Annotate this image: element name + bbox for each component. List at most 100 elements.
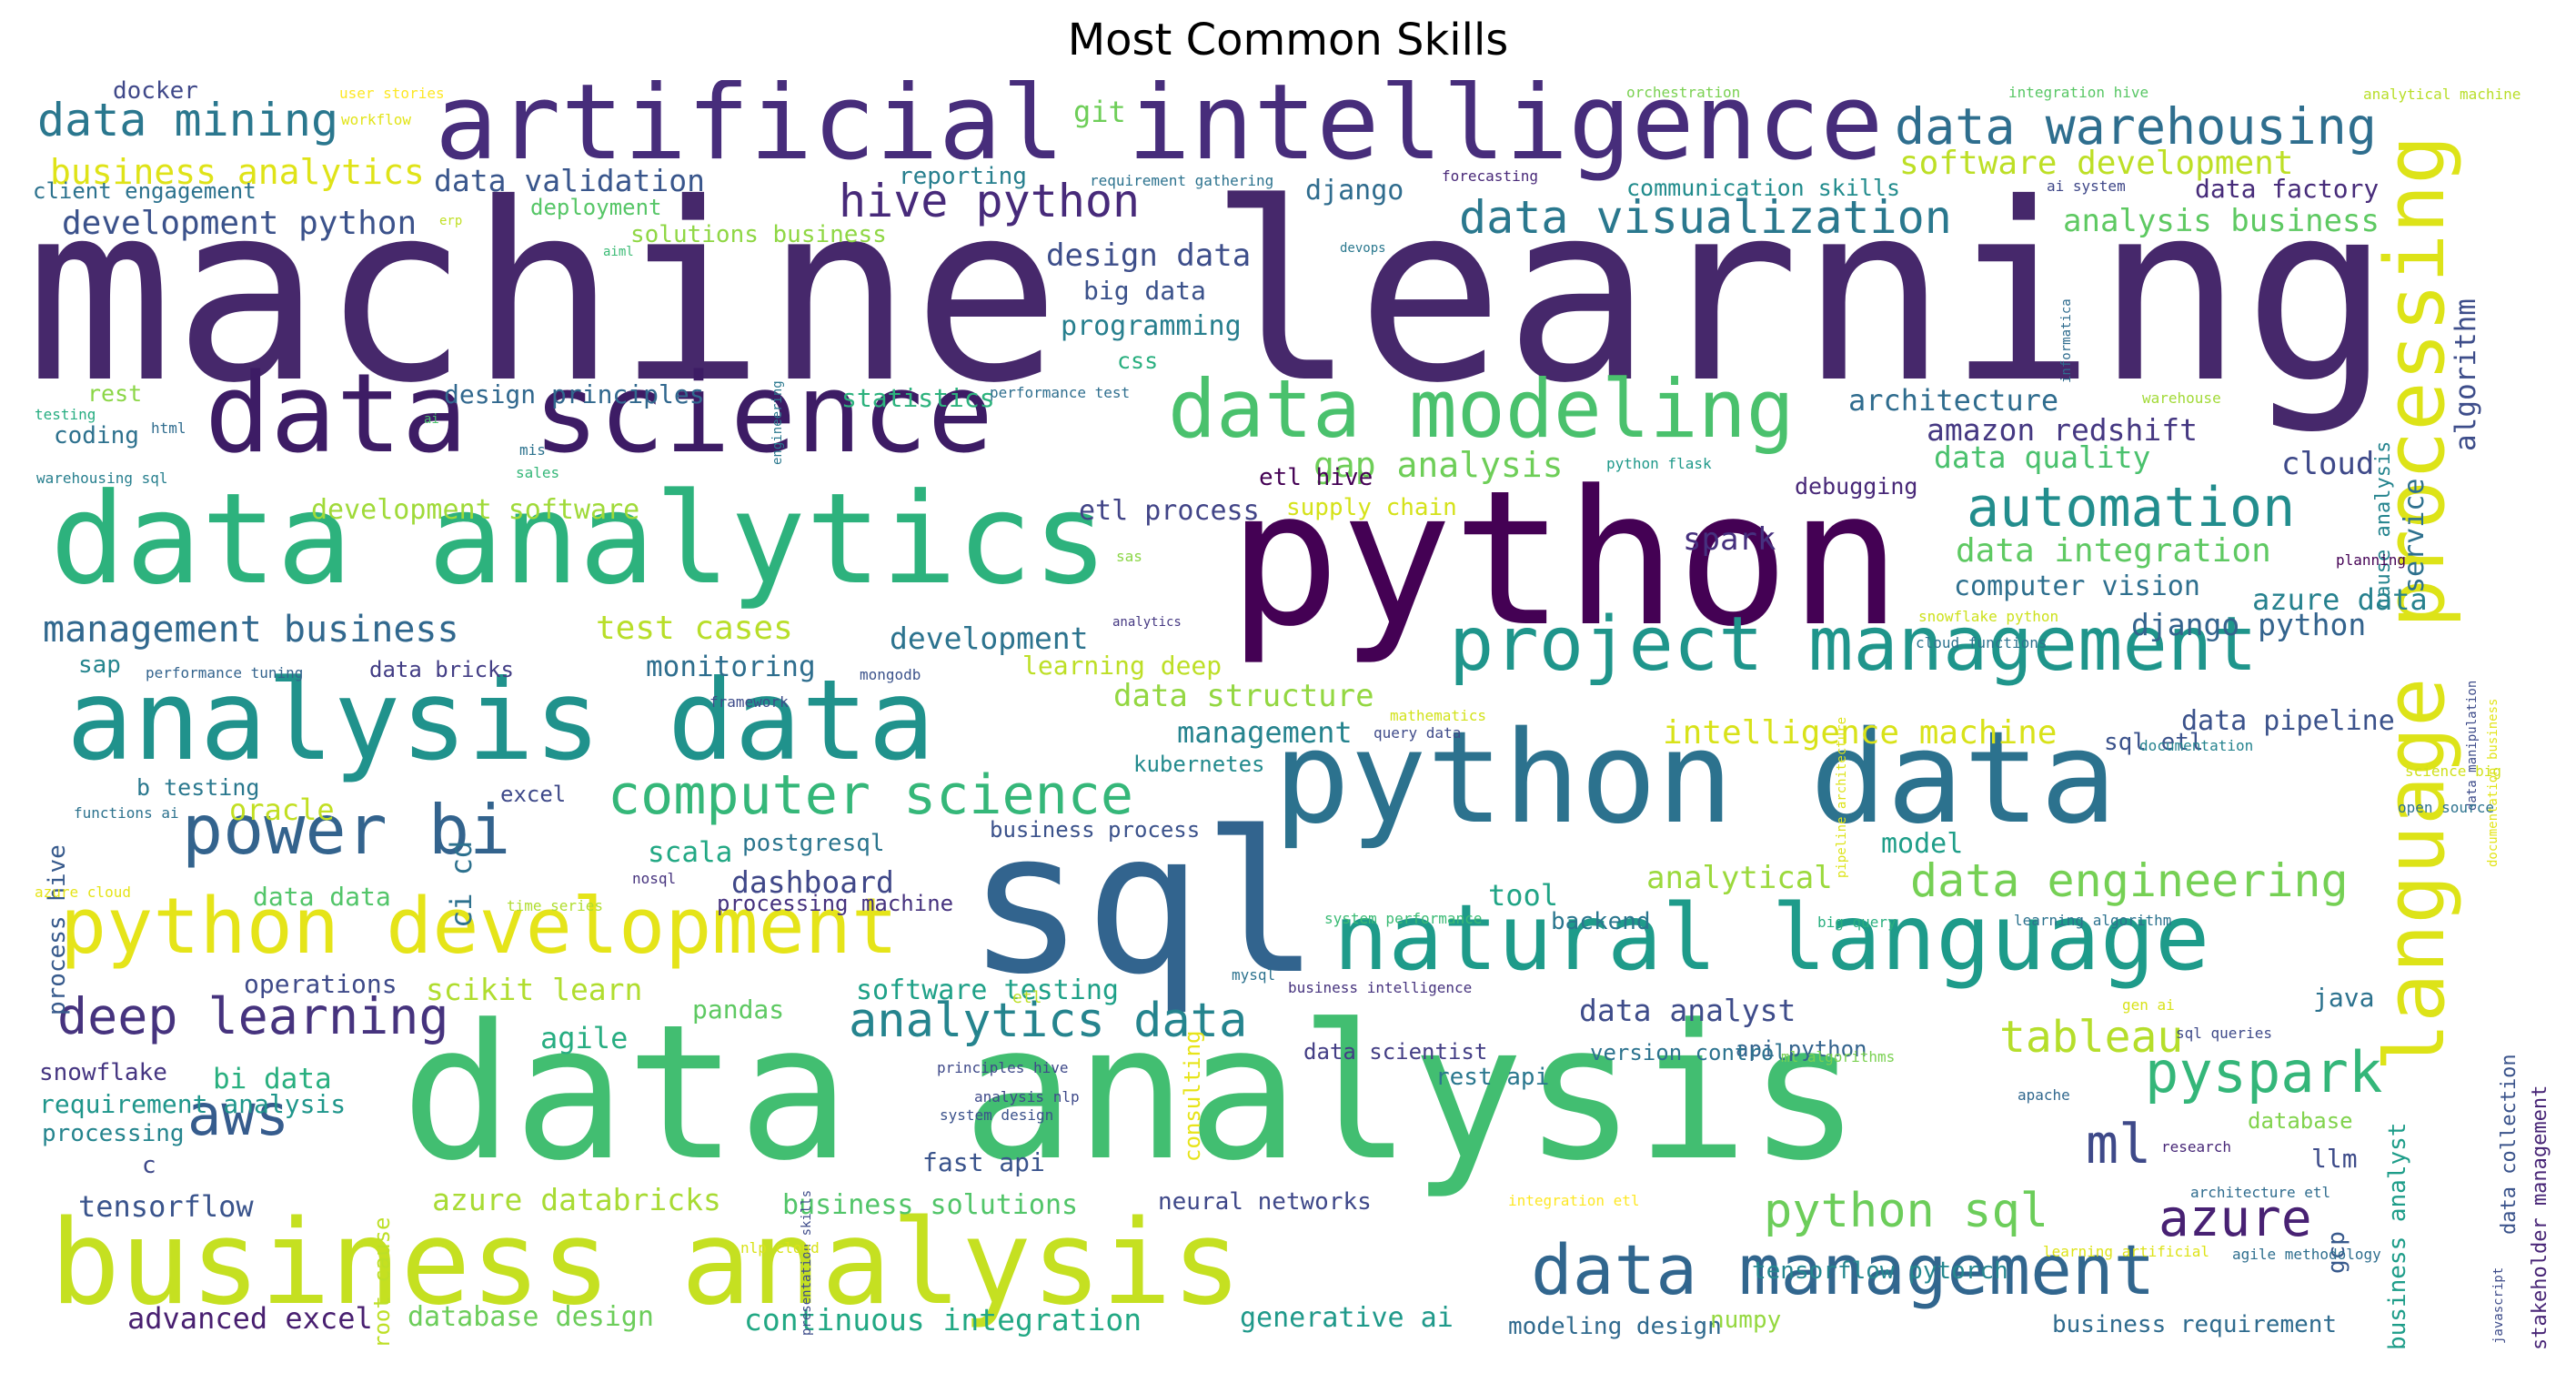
word-agile-methodology: agile methodology (2232, 1246, 2381, 1263)
word-snowflake-python: snowflake python (1918, 608, 2059, 625)
word-data-data: data data (253, 882, 391, 912)
word-data-science: data science (205, 351, 993, 478)
word-cloud: cloud (2281, 446, 2375, 482)
word-intelligence-machine: intelligence machine (1663, 714, 2058, 752)
word-llm: llm (2311, 1144, 2358, 1174)
word-dashboard: dashboard (731, 864, 894, 900)
word-root-cause: root cause (369, 1217, 395, 1349)
word-process-hive: process hive (44, 843, 71, 1015)
word-python-development: python development (60, 882, 899, 972)
word-documentation: documentation (2139, 737, 2254, 754)
word-framework: framework (709, 693, 789, 711)
word-git: git (1073, 95, 1126, 129)
word-time-series: time series (507, 897, 603, 914)
word-python-data: python data (1273, 704, 2118, 853)
word-data-warehousing: data warehousing (1895, 97, 2377, 156)
word-data-analyst: data analyst (1579, 993, 1796, 1028)
word-software-development: software development (1899, 145, 2294, 182)
word-performance-tuning: performance tuning (146, 664, 304, 681)
word-mongodb: mongodb (860, 666, 921, 683)
word-research: research (2161, 1138, 2232, 1156)
word-architecture-etl: architecture etl (2190, 1184, 2331, 1201)
word-bi-data: bi data (213, 1063, 332, 1095)
word-processing: processing (42, 1120, 185, 1147)
word-development: development (890, 621, 1089, 656)
word-django-python: django python (2131, 607, 2367, 642)
word-software-testing: software testing (856, 974, 1119, 1006)
word-oracle: oracle (229, 793, 335, 827)
word-python-sql: python sql (1764, 1184, 2049, 1238)
word-computer-vision: computer vision (1954, 570, 2200, 602)
word-programming: programming (1061, 310, 1242, 342)
word-azure-cloud: azure cloud (35, 883, 131, 901)
word-mis: mis (519, 441, 546, 459)
word-data-bricks: data bricks (369, 657, 514, 682)
word-presentation-skills: presentation skills (800, 1189, 814, 1337)
word-open-source: open source (2398, 799, 2494, 816)
word-gen-ai: gen ai (2122, 996, 2175, 1014)
word-requirement-analysis: requirement analysis (39, 1089, 347, 1119)
word-warehousing-sql: warehousing sql (36, 469, 168, 487)
word-continuous-integration: continuous integration (744, 1302, 1142, 1338)
word-development-software: development software (311, 494, 640, 526)
word-integration-etl: integration etl (1508, 1192, 1640, 1209)
word-fast-api: fast api (922, 1147, 1045, 1177)
word-project-management: project management (1449, 601, 2258, 688)
word-engineering: engineering (770, 379, 785, 465)
word-numpy: numpy (1710, 1307, 1782, 1334)
word-nosql: nosql (632, 870, 677, 887)
word-tensorflow-pytorch: tensorflow pytorch (1752, 1257, 2008, 1285)
word-python-flask: python flask (1606, 455, 1712, 472)
word-learning-artificial: learning artificial (2043, 1243, 2210, 1260)
word-data-structure: data structure (1113, 678, 1374, 714)
word-query-data: query data (1374, 724, 1462, 742)
word-css: css (1117, 348, 1159, 374)
word-big-data: big data (1083, 276, 1206, 306)
word-ml-algorithms: ml algorithms (1781, 1048, 1896, 1065)
word-sql-queries: sql queries (2176, 1025, 2272, 1042)
word-ml: ml (2086, 1113, 2152, 1176)
word-gap-analysis: gap analysis (1313, 445, 1564, 485)
word-artificial-intelligence: artificial intelligence (435, 80, 1884, 184)
word-hive-python: hive python (839, 175, 1141, 227)
word-modeling-design: modeling design (1508, 1313, 1722, 1340)
word-stakeholder-management: stakeholder management (2529, 1085, 2551, 1350)
word-cloud: machine learning data analysis python artif… (25, 80, 2551, 1350)
word-reporting: reporting (899, 163, 1027, 190)
word-workflow: workflow (341, 111, 412, 128)
word-azure: azure (2158, 1189, 2312, 1248)
word-testing: testing (35, 406, 96, 423)
word-sas: sas (1116, 548, 1142, 565)
word-advanced-excel: advanced excel (127, 1301, 373, 1336)
word-sales: sales (516, 464, 560, 481)
word-test-cases: test cases (596, 610, 793, 647)
word-api-python: api python (1736, 1036, 1867, 1062)
word-aiml: aiml (603, 245, 634, 259)
word-aws: aws (187, 1082, 289, 1148)
word-azure-databricks: azure databricks (432, 1182, 721, 1217)
word-etl-hive: etl hive (1259, 464, 1374, 491)
word-management-business: management business (43, 609, 459, 651)
word-data-scientist: data scientist (1303, 1039, 1488, 1065)
word-analytical: analytical (1646, 860, 1833, 896)
word-erp: erp (439, 214, 463, 228)
word-nlp-cloud: nlp cloud (740, 1239, 820, 1257)
word-pandas: pandas (692, 994, 785, 1025)
word-documentation-business: documentation business (2486, 698, 2501, 868)
word-algorithm: algorithm (2450, 298, 2482, 451)
word-data-modeling: data modeling (1168, 362, 1795, 456)
word-cloud-functions: cloud functions (1916, 634, 2048, 651)
word-client-engagement: client engagement (33, 178, 257, 204)
word-data-mining: data mining (37, 94, 339, 146)
word-principles-hive: principles hive (937, 1059, 1069, 1076)
word-excel: excel (500, 782, 567, 807)
word-analysis-data: analysis data (66, 656, 935, 785)
word-computer-science: computer science (608, 763, 1133, 827)
word-performance-test: performance test (990, 384, 1131, 401)
word-coding: coding (54, 422, 139, 449)
word-big-query: big query (1817, 914, 1897, 931)
word-deployment: deployment (530, 195, 662, 220)
word-generative-ai: generative ai (1240, 1302, 1454, 1334)
word-database: database (2248, 1108, 2353, 1134)
word-data-analytics: data analytics (50, 466, 1109, 612)
